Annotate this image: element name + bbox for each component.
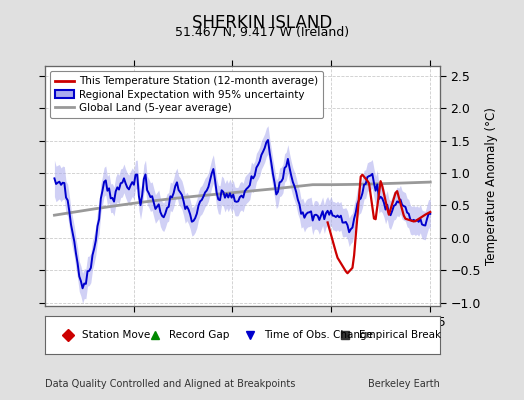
Text: SHERKIN ISLAND: SHERKIN ISLAND [192, 14, 332, 32]
Text: Record Gap: Record Gap [169, 330, 230, 340]
Text: 51.467 N, 9.417 W (Ireland): 51.467 N, 9.417 W (Ireland) [175, 26, 349, 39]
Text: Data Quality Controlled and Aligned at Breakpoints: Data Quality Controlled and Aligned at B… [45, 379, 295, 389]
Text: Station Move: Station Move [82, 330, 150, 340]
Text: Time of Obs. Change: Time of Obs. Change [264, 330, 373, 340]
Text: Empirical Break: Empirical Break [359, 330, 441, 340]
Y-axis label: Temperature Anomaly (°C): Temperature Anomaly (°C) [485, 107, 498, 265]
Text: Berkeley Earth: Berkeley Earth [368, 379, 440, 389]
Legend: This Temperature Station (12-month average), Regional Expectation with 95% uncer: This Temperature Station (12-month avera… [50, 71, 323, 118]
